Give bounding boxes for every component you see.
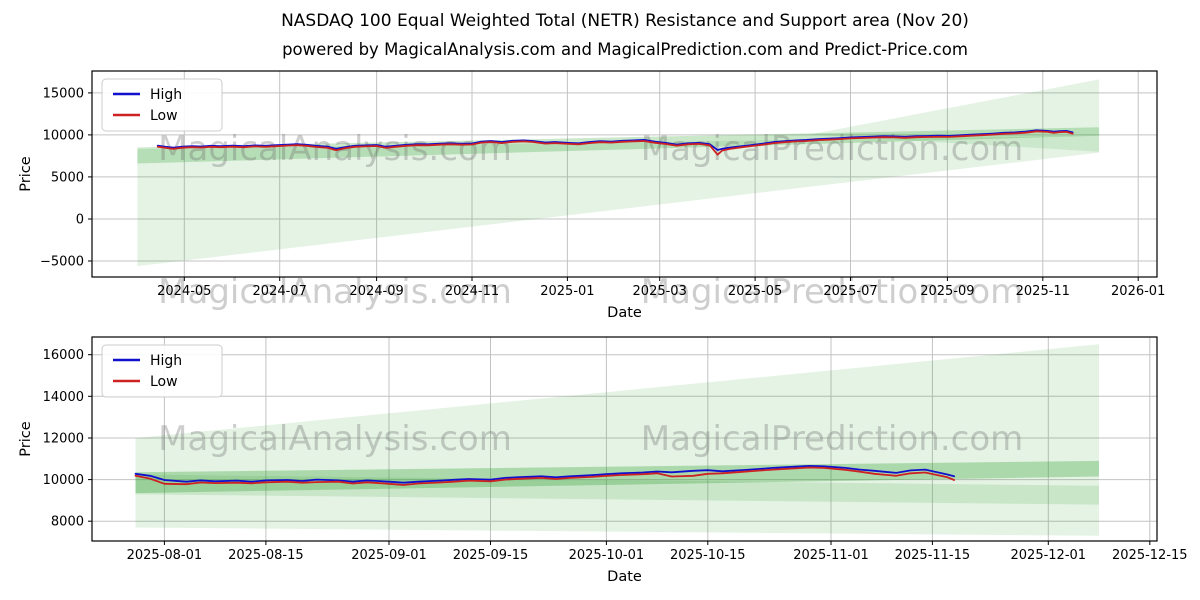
low-line: [156, 130, 1074, 156]
watermark: MagicalAnalysis.com: [158, 272, 512, 312]
legend-label-high: High: [150, 353, 182, 369]
support-resistance-area: [135, 344, 1099, 536]
x-tick-label: 2025-09: [920, 284, 974, 299]
x-tick-label: 2025-09-01: [351, 548, 427, 563]
y-axis-label: Price: [18, 156, 34, 191]
x-tick-label: 2024-07: [253, 284, 307, 299]
y-tick-label: 14000: [43, 390, 84, 405]
x-tick-label: 2025-08-15: [228, 548, 304, 563]
support-band: [135, 474, 1099, 505]
x-axis-label: Date: [607, 569, 642, 585]
x-tick-label: 2025-08-01: [127, 548, 203, 563]
recent-zoom-chart: MagicalAnalysis.com MagicalPrediction.com…: [18, 336, 1188, 585]
legend-label-low: Low: [150, 108, 178, 124]
x-tick-label: 2025-05: [728, 284, 782, 299]
y-tick-label: 15000: [43, 86, 84, 101]
axes-frame: [91, 336, 1158, 542]
x-tick-label: 2025-03: [633, 284, 687, 299]
x-tick-label: 2025-11-01: [793, 548, 869, 563]
x-tick-label: 2025-09-15: [453, 548, 529, 563]
x-tick-label: 2025-10-15: [670, 548, 746, 563]
x-tick-label: 2026-01: [1111, 284, 1165, 299]
overview-chart: MagicalAnalysis.com MagicalPrediction.com…: [18, 70, 1165, 321]
axes-frame: [91, 70, 1158, 278]
watermark: MagicalAnalysis.com: [158, 419, 512, 459]
x-tick-label: 2025-12-15: [1112, 548, 1188, 563]
y-tick-label: 10000: [43, 128, 84, 143]
support-area: [137, 135, 1100, 267]
x-tick-label: 2025-12-01: [1011, 548, 1087, 563]
legend-label-low: Low: [150, 374, 178, 390]
x-tick-label: 2025-11: [1016, 284, 1070, 299]
y-tick-label: 0: [76, 213, 84, 228]
chart-subtitle: powered by MagicalAnalysis.com and Magic…: [282, 40, 968, 59]
x-tick-label: 2025-07: [823, 284, 877, 299]
x-tick-label: 2025-10-01: [569, 548, 645, 563]
high-line: [134, 464, 955, 484]
x-tick-label: 2024-09: [349, 284, 403, 299]
legend-box: [101, 344, 223, 398]
y-tick-label: 8000: [51, 515, 84, 530]
x-tick-label: 2025-01: [540, 284, 594, 299]
y-tick-label: 16000: [43, 348, 84, 363]
chart-title: NASDAQ 100 Equal Weighted Total (NETR) R…: [281, 11, 969, 31]
resistance-wedge: [809, 79, 1100, 152]
watermark: MagicalPrediction.com: [641, 272, 1024, 312]
y-tick-label: 10000: [43, 473, 84, 488]
y-tick-label: 12000: [43, 432, 84, 447]
y-axis-label: Price: [18, 421, 34, 456]
y-tick-label: 5000: [51, 170, 84, 185]
x-tick-label: 2025-11-15: [895, 548, 971, 563]
legend-label-high: High: [150, 87, 182, 103]
x-axis-label: Date: [607, 305, 642, 321]
x-tick-label: 2024-05: [157, 284, 211, 299]
low-line: [134, 466, 955, 486]
x-tick-label: 2024-11: [445, 284, 499, 299]
y-tick-label: −5000: [40, 255, 84, 270]
legend-box: [101, 78, 223, 132]
watermark: MagicalPrediction.com: [641, 419, 1024, 459]
high-line: [156, 129, 1074, 151]
